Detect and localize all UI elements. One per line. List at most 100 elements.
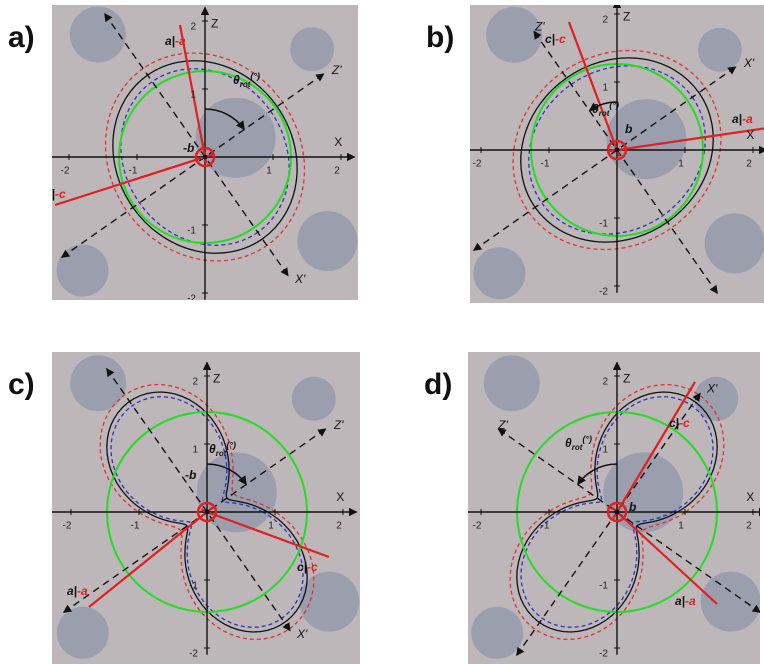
x-prime-label: X' xyxy=(743,56,755,70)
a-axis-label-part: a| xyxy=(732,112,742,126)
z-tick-label: -1 xyxy=(599,219,608,230)
panel-label: c) xyxy=(8,368,35,401)
rotation-angle-label-part: rot xyxy=(240,80,251,89)
z-axis-label: Z xyxy=(211,17,218,31)
b-axis-label-part: -b xyxy=(183,141,194,155)
c-axis-label-part: c| xyxy=(45,187,55,201)
photo-blob xyxy=(290,27,334,71)
x-tick-label: -1 xyxy=(131,521,140,532)
z-tick-label: -2 xyxy=(599,287,608,298)
x-tick-label: 2 xyxy=(334,166,340,177)
panel-label: d) xyxy=(424,368,452,401)
z-tick-label: 1 xyxy=(602,445,608,456)
photo-blob xyxy=(57,607,109,659)
photo-blob xyxy=(70,7,126,63)
x-tick-label: 2 xyxy=(746,521,752,532)
x-prime-label: X' xyxy=(296,627,308,641)
z-tick-label: -2 xyxy=(187,294,196,305)
x-tick-label: 2 xyxy=(746,159,752,170)
z-tick-label: 1 xyxy=(602,83,608,94)
photo-blob xyxy=(484,355,540,411)
z-prime-label: Z' xyxy=(331,63,342,77)
a-axis-label: a|-a xyxy=(67,584,88,598)
b-axis-label-part: b xyxy=(625,122,632,136)
z-axis-label: Z xyxy=(623,372,630,386)
c-axis-label-part: -c xyxy=(55,187,66,201)
a-axis-label-part: -a xyxy=(175,34,186,48)
b-axis-label: -b xyxy=(185,468,196,482)
z-tick-label: 2 xyxy=(602,377,608,388)
x-prime-label: X' xyxy=(706,381,718,395)
x-tick-label: 1 xyxy=(678,159,684,170)
z-tick-label: 2 xyxy=(190,22,196,33)
photo-blob xyxy=(70,355,126,411)
c-axis-label-part: -c xyxy=(555,32,566,46)
rotation-angle-label-part: rot xyxy=(572,443,583,452)
b-axis-label: b xyxy=(629,500,636,514)
rotation-angle-label-part: (°) xyxy=(609,100,619,110)
origin-dot xyxy=(205,510,210,515)
z-prime-label: Z' xyxy=(534,19,545,33)
a-axis-label-part: -a xyxy=(685,594,696,608)
a-axis-label-part: a| xyxy=(165,34,175,48)
z-tick-label: -1 xyxy=(187,226,196,237)
z-tick-label: 1 xyxy=(192,445,198,456)
x-tick-label: -2 xyxy=(63,521,72,532)
c-axis-label-part: c| xyxy=(297,560,307,574)
photo-blob xyxy=(292,377,336,421)
z-tick-label: -2 xyxy=(599,649,608,660)
x-tick-label: 1 xyxy=(266,166,272,177)
a-axis-label: a|-a xyxy=(165,34,186,48)
origin-dot xyxy=(203,155,208,160)
rotation-angle-label-part: (°) xyxy=(582,434,592,444)
c-axis-label: c|-c xyxy=(545,32,566,46)
c-axis-label-part: c| xyxy=(669,416,679,430)
photo-blob xyxy=(486,7,542,63)
x-tick-label: -1 xyxy=(541,159,550,170)
x-tick-label: -1 xyxy=(129,166,138,177)
z-tick-label: -2 xyxy=(189,649,198,660)
x-tick-label: -2 xyxy=(473,521,482,532)
photo-blob xyxy=(299,572,359,632)
panel-label: b) xyxy=(426,21,454,54)
z-tick-label: 2 xyxy=(192,377,198,388)
rotation-angle-label-part: (°) xyxy=(250,71,260,81)
a-axis-label: a|-a xyxy=(732,112,753,126)
c-axis-label-part: -c xyxy=(679,416,690,430)
photo-blob xyxy=(705,213,764,273)
photo-blob xyxy=(473,247,525,299)
panel: -2-11221-1-2XZZ'X'a|-ac|-cbθrot(°) xyxy=(461,0,764,303)
z-axis-label: Z xyxy=(213,372,220,386)
a-axis-label-part: -a xyxy=(742,112,753,126)
x-tick-label: 2 xyxy=(336,521,342,532)
x-tick-label: 1 xyxy=(678,521,684,532)
a-axis-label-part: a| xyxy=(67,584,77,598)
x-tick-label: -2 xyxy=(61,166,70,177)
panel-label: a) xyxy=(8,21,35,54)
photo-blob xyxy=(471,607,523,659)
b-axis-label: -b xyxy=(183,141,194,155)
z-axis-label: Z xyxy=(623,10,630,24)
photo-blob xyxy=(57,245,109,297)
x-axis-label: X xyxy=(746,128,754,142)
b-axis-label-part: -b xyxy=(185,468,196,482)
c-axis-label-part: -c xyxy=(307,560,318,574)
rotation-angle-label-part: rot xyxy=(599,109,610,118)
origin-dot xyxy=(615,510,620,515)
b-axis-label: b xyxy=(625,122,632,136)
photo-blob xyxy=(701,572,761,632)
x-tick-label: 1 xyxy=(268,521,274,532)
z-prime-label: Z' xyxy=(333,418,344,432)
a-axis-label-part: a| xyxy=(675,594,685,608)
x-tick-label: -1 xyxy=(541,521,550,532)
x-axis-label: X xyxy=(746,490,754,504)
a-axis-label-part: -a xyxy=(77,584,88,598)
z-tick-label: 1 xyxy=(190,90,196,101)
x-tick-label: -2 xyxy=(473,159,482,170)
